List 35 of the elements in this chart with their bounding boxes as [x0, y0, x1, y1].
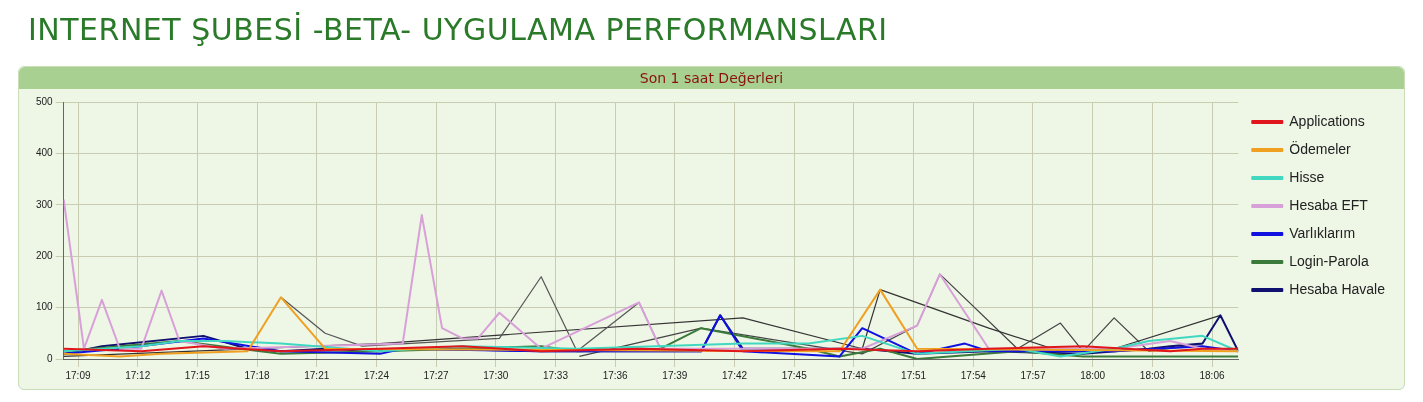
x-tick-label: 17:39: [662, 369, 688, 381]
x-tick-label: 17:48: [841, 369, 867, 381]
legend-label: Hisse: [1289, 168, 1325, 185]
x-tick-label: 17:54: [960, 369, 987, 381]
x-tick-label: 18:00: [1080, 369, 1106, 381]
x-tick-label: 17:18: [244, 369, 271, 381]
x-tick-label: 17:21: [304, 369, 330, 381]
x-tick-label: 17:12: [125, 369, 151, 381]
y-tick-label: 400: [36, 147, 54, 159]
x-tick-label: 17:57: [1020, 369, 1046, 381]
x-tick-label: 18:03: [1139, 369, 1166, 381]
legend-label: Applications: [1289, 112, 1365, 129]
y-tick-label: 500: [36, 95, 54, 107]
legend-label: Hesaba EFT: [1289, 196, 1369, 213]
y-tick-label: 200: [36, 249, 54, 261]
x-tick-label: 17:51: [901, 369, 927, 381]
x-tick-label: 17:33: [542, 369, 569, 381]
x-tick-label: 17:36: [602, 369, 629, 381]
x-tick-label: 17:24: [363, 369, 390, 381]
legend-label: Ödemeler: [1289, 139, 1352, 157]
x-tick-label: 17:45: [781, 369, 808, 381]
x-tick-label: 17:09: [65, 369, 91, 381]
chart-title: INTERNET ŞUBESİ -BETA- UYGULAMA PERFORMANSLARI: [28, 12, 888, 47]
x-tick-label: 17:42: [722, 369, 748, 381]
x-tick-label: 17:27: [423, 369, 450, 381]
y-tick-label: 100: [36, 301, 54, 313]
legend-label: Varlıklarım: [1289, 224, 1356, 241]
x-tick-label: 17:30: [483, 369, 509, 381]
x-tick-label: 17:15: [184, 369, 211, 381]
legend-label: Hesaba Havale: [1289, 280, 1386, 297]
y-tick-label: 0: [47, 352, 54, 364]
legend-label: Login-Parola: [1289, 252, 1369, 269]
x-tick-label: 18:06: [1199, 369, 1225, 381]
y-tick-label: 300: [36, 198, 54, 210]
chart-subtitle: Son 1 saat Değerleri: [19, 67, 1404, 89]
